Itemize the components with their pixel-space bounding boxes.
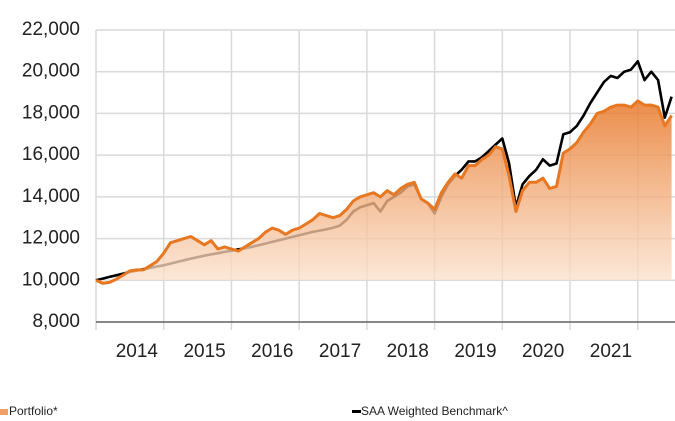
y-tick-label: 22,000 — [22, 19, 80, 40]
x-tick-label: 2018 — [387, 341, 429, 362]
legend-label: SAA Weighted Benchmark^ — [361, 404, 508, 418]
y-tick-label: 8,000 — [32, 311, 80, 332]
x-tick-label: 2021 — [590, 341, 632, 362]
plot-area — [95, 60, 673, 285]
x-tick-label: 2017 — [319, 341, 361, 362]
y-tick-label: 12,000 — [22, 228, 80, 249]
area — [96, 100, 672, 284]
y-tick-label: 16,000 — [22, 144, 80, 165]
legend-swatch — [0, 409, 8, 415]
x-tick-label: 2014 — [116, 341, 159, 362]
x-tick-label: 2015 — [183, 341, 225, 362]
legend-swatch — [352, 410, 361, 413]
y-tick-label: 14,000 — [22, 186, 80, 207]
legend-label: Portfolio* — [9, 404, 58, 418]
y-tick-label: 18,000 — [22, 102, 80, 123]
line — [95, 99, 673, 285]
axis-labels: 8,000 10,000 12,000 14,000 16,000 18,000 20,00… — [22, 19, 632, 362]
x-tick-label: 2020 — [522, 341, 564, 362]
legend: Portfolio* SAA Weighted Benchmark^ — [0, 404, 508, 418]
x-tick-label: 2016 — [251, 341, 293, 362]
y-tick-label: 10,000 — [22, 269, 80, 290]
y-tick-label: 20,000 — [22, 61, 80, 82]
x-tick-label: 2019 — [454, 341, 496, 362]
